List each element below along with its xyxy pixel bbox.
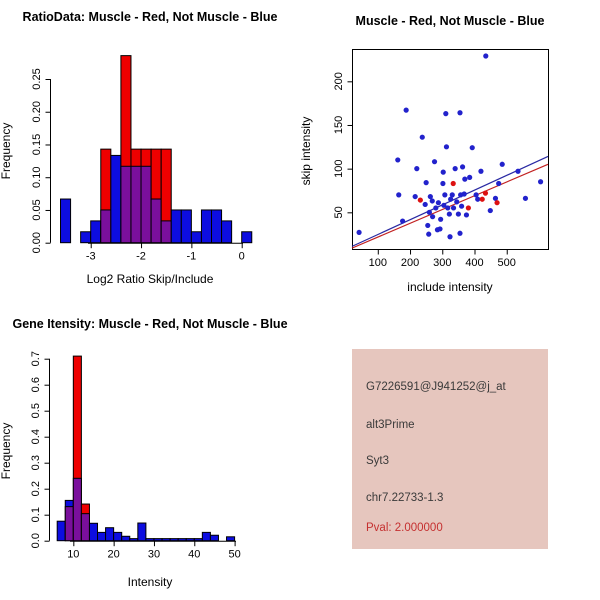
svg-text:50: 50	[333, 206, 345, 218]
svg-text:50: 50	[228, 549, 240, 561]
probe-id-text: G7226591@J941252@j_at	[366, 381, 506, 393]
svg-text:100: 100	[369, 257, 387, 269]
gene-info-panel: G7226591@J941252@j_at alt3Prime Syt3 chr…	[300, 300, 600, 600]
intensity-scatter-ylabel: skip intensity	[299, 116, 313, 186]
svg-text:0.15: 0.15	[31, 134, 43, 155]
svg-text:40: 40	[188, 549, 200, 561]
intensity-scatter-title: Muscle - Red, Not Muscle - Blue	[355, 14, 545, 28]
splice-type-text: alt3Prime	[366, 419, 415, 431]
svg-text:-3: -3	[86, 251, 96, 263]
svg-text:0.20: 0.20	[31, 101, 43, 122]
svg-text:0.5: 0.5	[30, 403, 42, 418]
gene-intensity-histogram-chart: 10 20 30 40 50 0.0 0.1 0.2 0.3 0.4 0.5 0.6 0.7	[30, 351, 241, 561]
svg-text:0.00: 0.00	[31, 232, 43, 253]
gene-info-box: G7226591@J941252@j_at alt3Prime Syt3 chr…	[352, 349, 548, 549]
svg-text:200: 200	[333, 72, 345, 90]
svg-text:-2: -2	[136, 251, 146, 263]
intensity-scatter-panel: 100 200 300 400 500 50 100 150 200 Muscle - Red,…	[299, 0, 600, 300]
svg-text:0.3: 0.3	[30, 455, 42, 470]
gene-intensity-histogram-ylabel: Frequency	[0, 422, 13, 480]
ratio-histogram-chart: -3 -2 -1 0 0.00 0.05 0.10 0.15 0.20 0.25	[31, 55, 253, 263]
svg-text:0.25: 0.25	[31, 68, 43, 89]
svg-text:0.10: 0.10	[31, 167, 43, 188]
gene-intensity-histogram-xlabel: Intensity	[127, 575, 173, 589]
svg-text:0.2: 0.2	[30, 481, 42, 496]
gene-name-text: Syt3	[366, 455, 390, 467]
svg-text:20: 20	[108, 549, 120, 561]
intensity-scatter-chart: 100 200 300 400 500 50 100 150 200	[333, 49, 549, 269]
svg-text:0.05: 0.05	[31, 199, 43, 220]
svg-text:0.1: 0.1	[30, 507, 42, 522]
svg-text:500: 500	[498, 257, 516, 269]
svg-text:0.6: 0.6	[30, 377, 42, 392]
gene-intensity-histogram-panel: 10 20 30 40 50 0.0 0.1 0.2 0.3 0.4 0.5 0.6 0.7 Gene …	[0, 300, 300, 600]
svg-text:10: 10	[67, 549, 79, 561]
svg-text:150: 150	[333, 116, 345, 134]
svg-text:-1: -1	[186, 251, 196, 263]
svg-text:0: 0	[239, 251, 245, 263]
ratio-histogram-xlabel: Log2 Ratio Skip/Include	[86, 272, 214, 286]
svg-text:100: 100	[333, 159, 345, 177]
svg-text:200: 200	[401, 257, 419, 269]
svg-text:0.0: 0.0	[30, 533, 42, 548]
svg-text:400: 400	[465, 257, 483, 269]
svg-text:30: 30	[148, 549, 160, 561]
location-text: chr7.22733-1.3	[366, 492, 444, 504]
svg-text:300: 300	[433, 257, 451, 269]
ratio-histogram-ylabel: Frequency	[0, 122, 13, 180]
intensity-scatter-xlabel: include intensity	[407, 280, 493, 294]
svg-text:0.4: 0.4	[30, 429, 42, 444]
ratio-histogram-panel: -3 -2 -1 0 0.00 0.05 0.10 0.15 0.20 0.25 RatioDat…	[0, 0, 300, 300]
gene-intensity-histogram-title: Gene Itensity: Muscle - Red, Not Muscle …	[12, 317, 288, 331]
ratio-histogram-title: RatioData: Muscle - Red, Not Muscle - Bl…	[22, 10, 278, 24]
svg-text:0.7: 0.7	[30, 351, 42, 366]
pvalue-text: Pval: 2.000000	[366, 522, 443, 534]
